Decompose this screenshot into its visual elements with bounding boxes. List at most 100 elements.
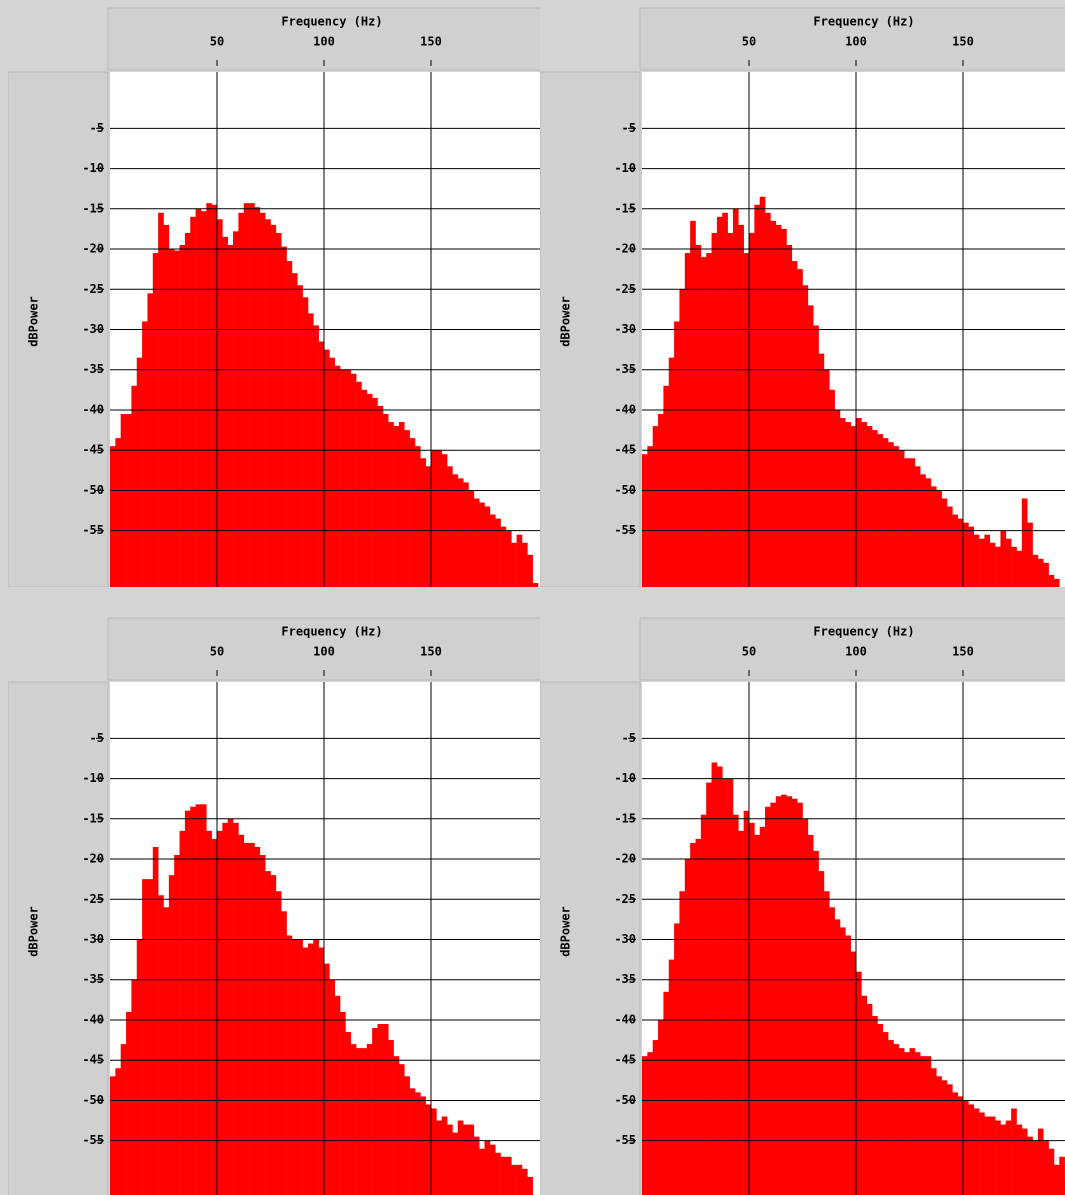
bar [829,389,835,587]
bar [706,253,712,587]
x-tick-label: 50 [210,35,224,49]
bar [414,1092,421,1195]
bar [823,369,830,587]
y-axis-panel [8,681,109,1195]
bar [243,203,250,587]
bar [532,582,539,587]
bar [700,814,707,1195]
bar [1032,554,1039,587]
bar [179,830,186,1195]
bar [989,542,996,587]
bar [334,995,341,1195]
bar [968,526,974,587]
y-axis-title: dBPower [27,296,41,347]
bar [195,804,202,1195]
bar [904,1052,910,1195]
x-tick-label: 100 [845,645,867,659]
y-tick-label: -45 [614,1053,636,1067]
bar [372,1028,378,1195]
y-axis-title: dBPower [559,296,573,347]
bar [222,822,228,1195]
bar [249,203,255,587]
y-tick-label: -10 [82,161,104,175]
bar [286,935,293,1195]
bar [797,269,803,587]
bar [473,1136,480,1195]
bar [727,778,734,1195]
bar [695,245,702,587]
bar [286,261,293,587]
bar [856,418,862,587]
bar [973,534,980,587]
bar [324,963,330,1195]
y-tick-label: -40 [614,1012,636,1026]
bar [479,1148,485,1195]
bar [652,1040,659,1195]
bar [1037,1128,1044,1195]
bar [414,446,421,587]
bar [265,871,271,1195]
bar [270,224,277,587]
bar [914,1052,921,1195]
bar [136,939,143,1195]
bar [781,228,787,587]
bar [791,261,798,587]
bar [393,1056,400,1195]
bar [898,450,905,587]
bar [866,1003,873,1195]
y-tick-label: -20 [614,242,636,256]
bar [495,1152,501,1195]
bar [254,207,261,587]
bar [190,806,196,1195]
bar [856,971,862,1195]
bar [684,859,691,1195]
bar [238,212,245,587]
bar [329,357,335,587]
bar [511,542,517,587]
bar [845,935,851,1195]
bar [1005,538,1012,587]
y-tick-label: -15 [82,201,104,215]
bar [334,365,341,587]
bar [663,385,670,587]
bar [222,236,228,587]
bar [872,430,878,587]
bar [759,196,766,587]
bar [1021,498,1028,587]
bar [521,542,528,587]
bar [845,422,851,587]
bar [807,305,814,587]
bar [642,454,648,587]
bar [770,802,777,1195]
bar [839,418,846,587]
bar [866,426,873,587]
bar [142,879,148,1195]
bar [829,907,835,1195]
x-axis-title: Frequency (Hz) [281,625,382,639]
bar [275,891,282,1195]
bar [297,285,303,587]
bar [1048,1148,1055,1195]
bar [398,1064,405,1195]
bar [463,482,469,587]
bar [110,1076,116,1195]
bar [754,834,760,1195]
bar [179,245,186,587]
bar [893,446,900,587]
bar [839,927,846,1195]
bar [516,534,523,587]
bar [647,446,653,587]
bar [775,224,782,587]
bar [963,522,969,587]
bar [468,490,475,587]
y-tick-label: -25 [82,892,104,906]
y-tick-label: -50 [82,1093,104,1107]
bar [147,879,154,1195]
bar [813,850,819,1195]
bar [818,353,825,587]
bar [679,289,686,587]
y-axis-panel [8,71,109,587]
bar [436,1120,442,1195]
